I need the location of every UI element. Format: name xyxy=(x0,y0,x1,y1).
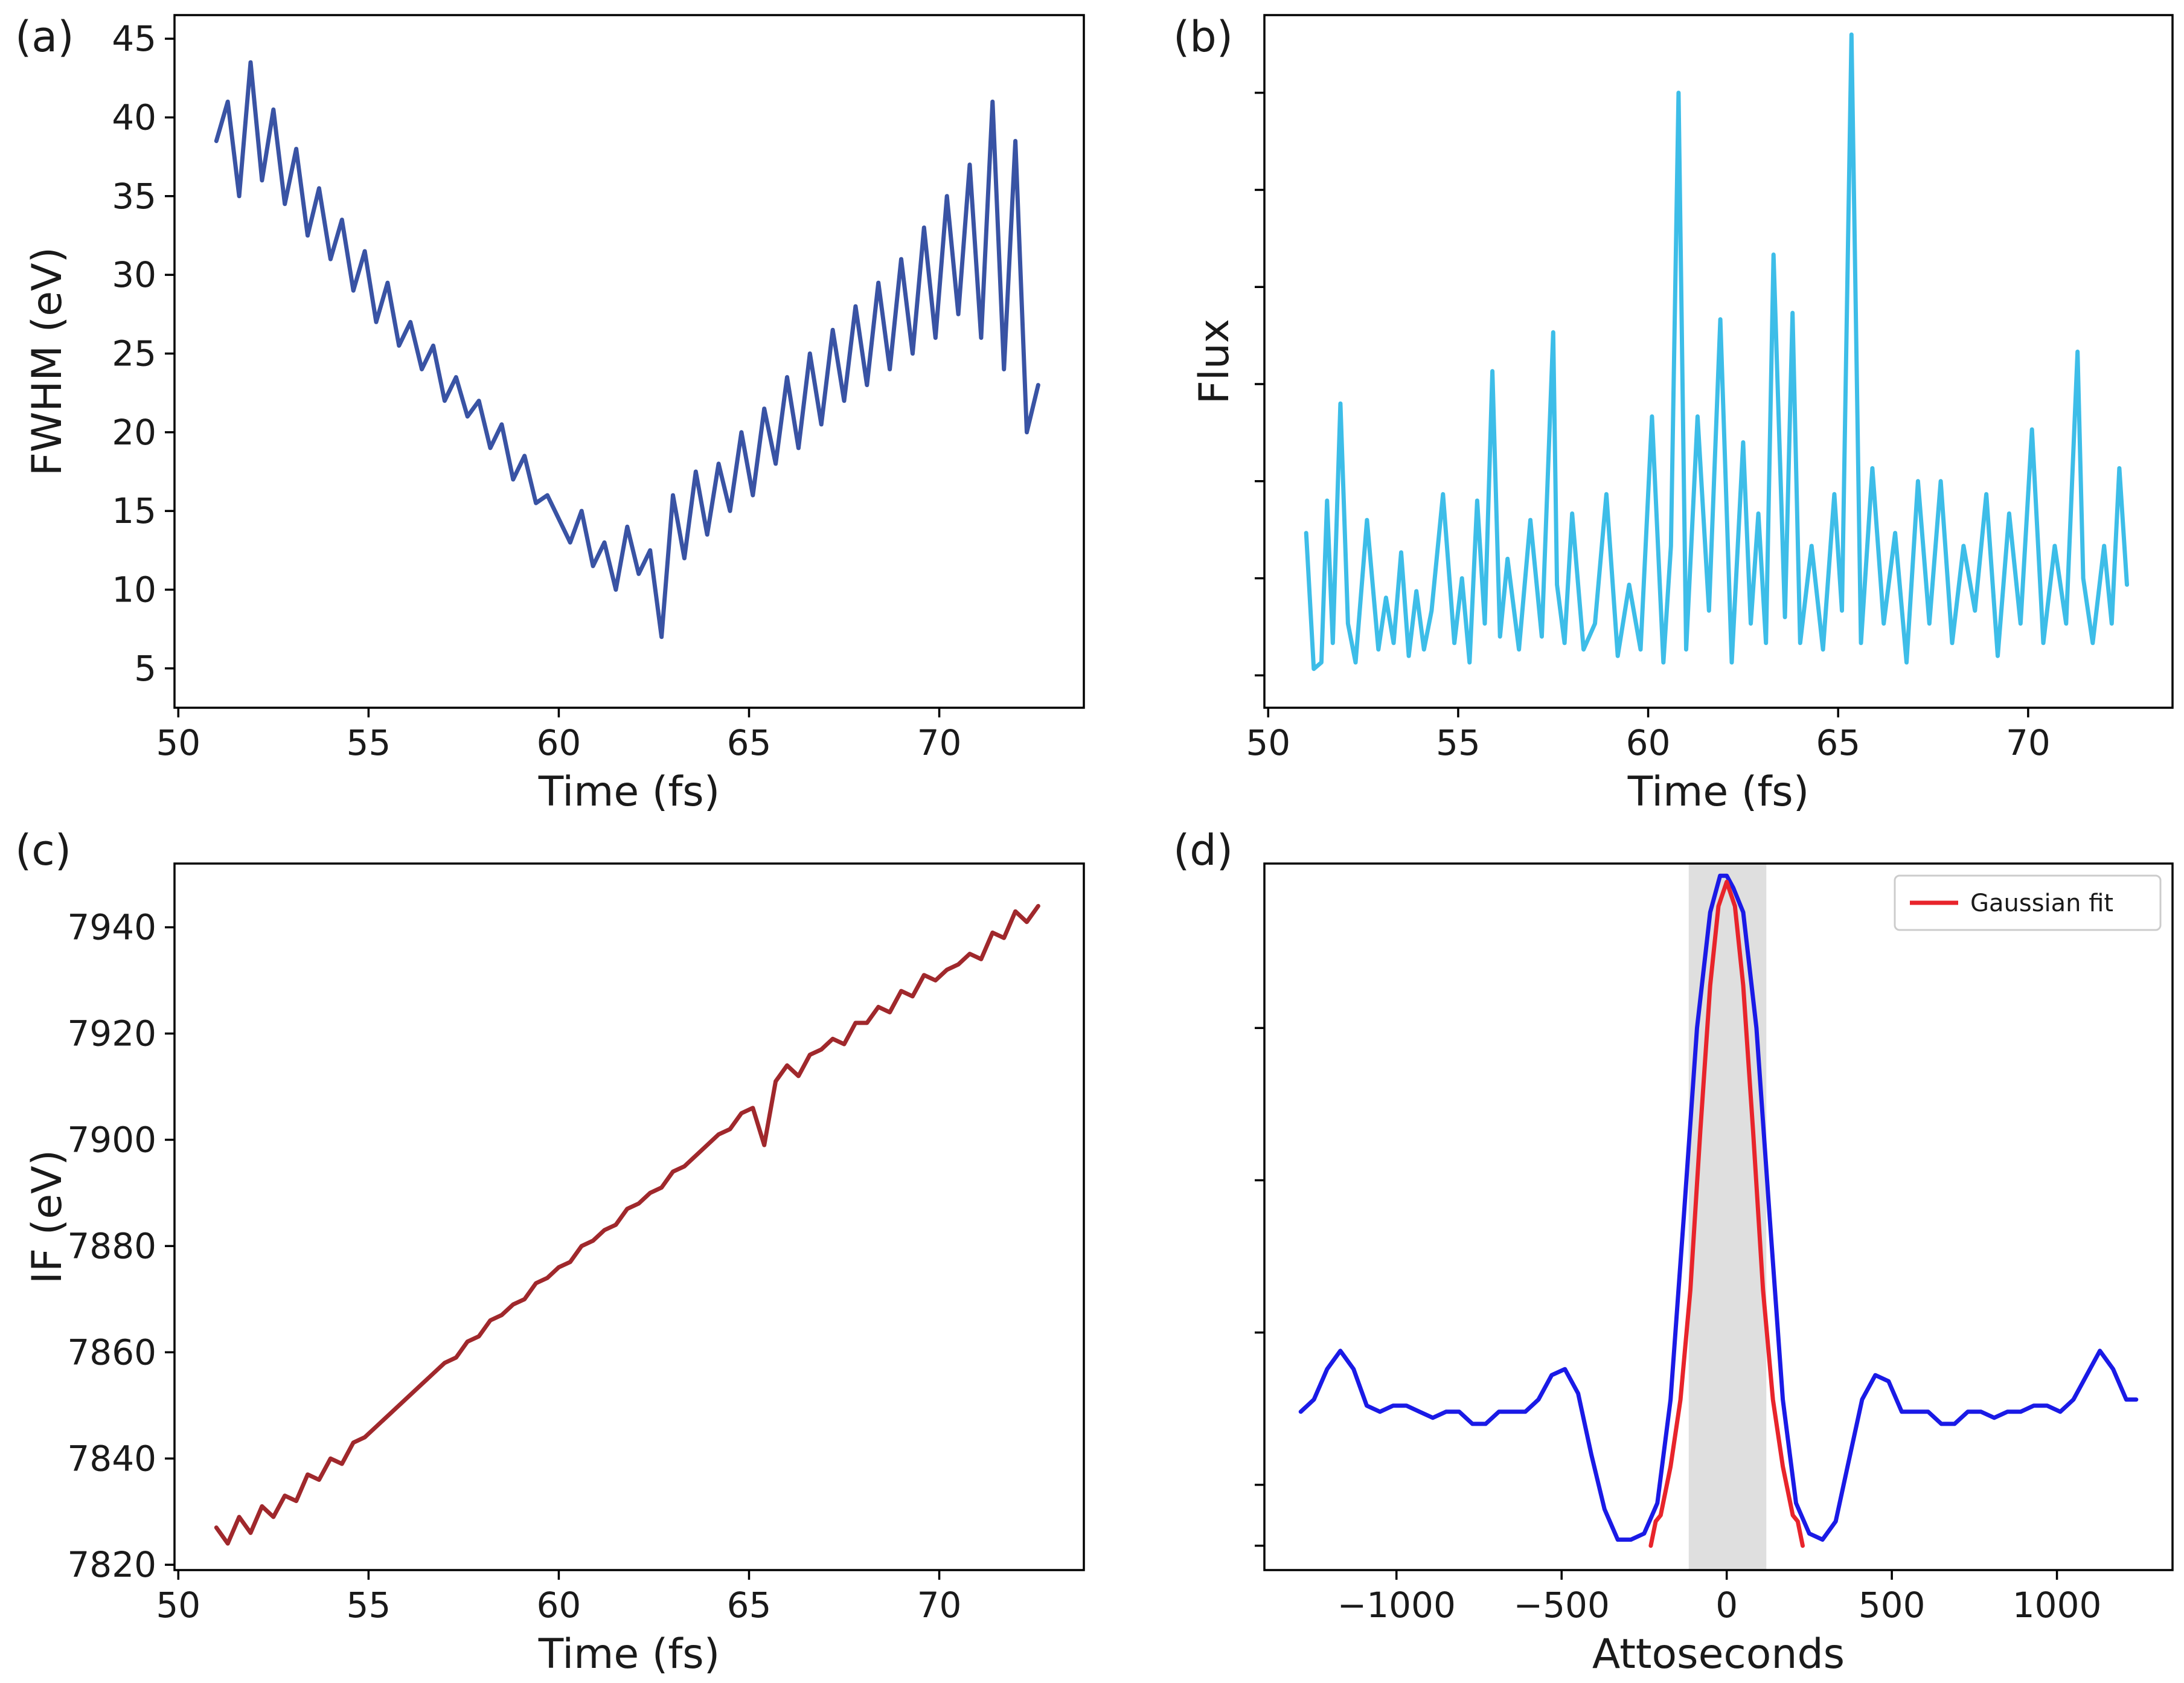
y-tick-label: 45 xyxy=(112,18,156,59)
legend: Gaussian fit xyxy=(1894,874,2162,931)
x-tick-label: 65 xyxy=(727,722,772,763)
y-axis-label: FWHM (eV) xyxy=(24,247,71,476)
y-axis-label: IF (eV) xyxy=(24,1150,71,1284)
plot-frame xyxy=(1263,14,2174,709)
x-tick-label: 1000 xyxy=(2013,1585,2102,1626)
y-tick-label: 25 xyxy=(112,333,156,374)
legend-label: Gaussian fit xyxy=(1970,890,2113,917)
y-axis-label: Flux xyxy=(1191,319,1238,404)
panel-b: 50 55 60 65 70 Time (fs) Flux (b) xyxy=(1173,12,2174,816)
plot-frame xyxy=(173,862,1085,1571)
panel-label: (a) xyxy=(15,12,74,62)
x-tick-label: −500 xyxy=(1514,1585,1610,1626)
x-tick-label: 65 xyxy=(727,1585,772,1626)
plot-frame xyxy=(173,14,1085,709)
legend-box xyxy=(1894,874,2162,931)
x-tick-label: 50 xyxy=(1246,722,1290,763)
panel-a: 50 55 60 65 70 5 10 15 20 25 30 35 40 45 Time (fs) FWHM… xyxy=(15,12,1085,816)
series-line-fwhm xyxy=(214,60,1040,640)
y-tick-label: 7940 xyxy=(67,907,156,948)
series-line-gaussian-fit xyxy=(1648,879,1805,1548)
y-tick-label: 5 xyxy=(134,648,156,689)
series-line-if xyxy=(214,903,1040,1546)
x-axis-label: Time (fs) xyxy=(538,768,720,816)
plot-frame xyxy=(1263,862,2174,1571)
x-tick-label: 50 xyxy=(156,722,200,763)
y-tick-label: 7860 xyxy=(67,1332,156,1373)
x-tick-label: 55 xyxy=(346,722,391,763)
y-tick-label: 10 xyxy=(112,569,156,610)
x-tick-label: 55 xyxy=(1436,722,1481,763)
y-tick-label: 7840 xyxy=(67,1438,156,1479)
y-tick-label: 7820 xyxy=(67,1544,156,1585)
x-tick-label: −1000 xyxy=(1337,1585,1456,1626)
y-tick-label: 7880 xyxy=(67,1225,156,1266)
panel-d: −1000 −500 0 500 1000 Attoseconds (d) Gaussian … xyxy=(1173,825,2174,1678)
y-tick-label: 7920 xyxy=(67,1013,156,1054)
x-tick-label: 0 xyxy=(1715,1585,1738,1626)
x-tick-label: 70 xyxy=(917,1585,962,1626)
x-tick-label: 70 xyxy=(917,722,962,763)
y-tick-label: 35 xyxy=(112,176,156,217)
x-tick-label: 55 xyxy=(346,1585,391,1626)
y-tick-label: 30 xyxy=(112,254,156,295)
x-tick-label: 60 xyxy=(537,1585,581,1626)
series-line-flux xyxy=(1304,32,2129,672)
x-tick-label: 50 xyxy=(156,1585,200,1626)
x-tick-label: 60 xyxy=(1626,722,1671,763)
y-tick-label: 40 xyxy=(112,97,156,138)
x-tick-label: 70 xyxy=(2006,722,2051,763)
panel-label: (b) xyxy=(1173,12,1233,62)
x-axis-label: Time (fs) xyxy=(538,1630,720,1678)
y-tick-label: 15 xyxy=(112,490,156,531)
panel-label: (c) xyxy=(15,825,71,875)
series-line-autocorrelation xyxy=(1298,873,2139,1542)
shaded-region xyxy=(1688,864,1767,1570)
x-axis-label: Time (fs) xyxy=(1627,768,1809,816)
panel-c: 50 55 60 65 70 7820 7840 7860 7880 7900 7920 7940 Ti… xyxy=(15,825,1085,1678)
x-tick-label: 500 xyxy=(1859,1585,1926,1626)
y-tick-label: 20 xyxy=(112,412,156,453)
x-axis-label: Attoseconds xyxy=(1592,1630,1845,1678)
panel-label: (d) xyxy=(1173,825,1233,875)
x-tick-label: 60 xyxy=(537,722,581,763)
y-tick-label: 7900 xyxy=(67,1119,156,1160)
x-tick-label: 65 xyxy=(1816,722,1860,763)
